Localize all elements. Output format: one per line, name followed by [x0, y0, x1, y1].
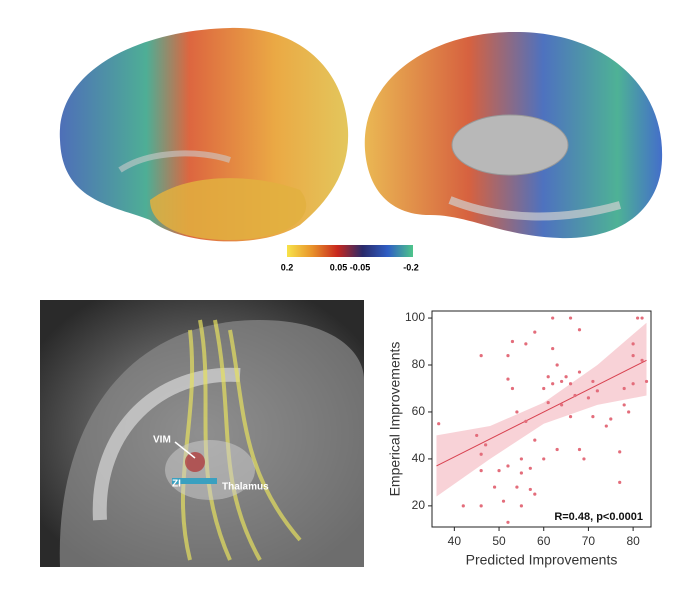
point [622, 403, 626, 407]
point [484, 443, 488, 447]
point [618, 450, 622, 454]
y-tick-label: 20 [412, 498, 426, 512]
point [533, 438, 537, 442]
point [551, 382, 555, 386]
y-tick-label: 100 [405, 310, 425, 324]
lateral-brain [59, 27, 349, 242]
colorbar-label: 0.05 -0.05 [330, 262, 371, 272]
point [479, 452, 483, 456]
mri-panel [40, 300, 364, 567]
plot-frame [431, 310, 652, 528]
point [586, 396, 591, 400]
point [519, 457, 523, 461]
point [631, 382, 635, 386]
point [546, 375, 550, 379]
point [501, 499, 506, 503]
y-tick-label: 40 [412, 451, 426, 465]
point [506, 464, 510, 468]
x-tick-label: 50 [492, 534, 506, 548]
point [533, 330, 537, 334]
point [573, 393, 577, 398]
medial-brain [364, 31, 663, 239]
point [595, 389, 599, 393]
point [542, 386, 546, 391]
x-tick-label: 40 [448, 534, 462, 548]
point [635, 316, 640, 320]
point [568, 316, 573, 320]
point [560, 379, 564, 384]
point [622, 386, 626, 391]
fit-line [436, 359, 647, 467]
point [524, 419, 528, 423]
point [577, 447, 582, 452]
point [515, 485, 519, 489]
point [551, 346, 555, 351]
point [618, 480, 622, 484]
point [528, 487, 532, 492]
point [564, 375, 568, 379]
point [568, 415, 573, 419]
point [604, 424, 608, 428]
point [461, 504, 465, 508]
point [546, 400, 550, 405]
x-axis-label: Predicted Improvements [466, 552, 618, 568]
point [497, 469, 501, 473]
point [492, 485, 497, 489]
x-tick-label: 60 [537, 534, 551, 548]
point [479, 469, 483, 473]
point [506, 520, 510, 524]
point [475, 433, 479, 438]
point [551, 316, 555, 320]
point [533, 492, 537, 496]
point [568, 382, 573, 386]
point [437, 422, 441, 426]
x-tick-label: 80 [626, 534, 640, 548]
confidence-band [436, 322, 647, 497]
point [591, 415, 595, 419]
colorbar-label: 0.2 [281, 262, 294, 272]
x-tick-label: 70 [582, 534, 596, 548]
y-tick-label: 80 [412, 357, 426, 371]
point [479, 504, 483, 508]
colorbar-label: -0.2 [403, 262, 419, 272]
point [506, 354, 510, 358]
point [542, 457, 546, 461]
point [555, 447, 559, 452]
point [631, 354, 635, 358]
point [631, 342, 635, 346]
point [528, 466, 532, 470]
point [577, 328, 582, 332]
point [577, 370, 582, 374]
point [640, 316, 644, 320]
point [519, 471, 523, 475]
point [524, 342, 528, 346]
point [609, 417, 613, 421]
mri-label: Thalamus [222, 482, 269, 493]
y-axis-label: Emperical Improvements [387, 342, 403, 497]
point [582, 457, 586, 461]
mri-label: VIM [153, 435, 171, 446]
annotation: R=0.48, p<0.0001 [554, 511, 643, 523]
point [560, 403, 564, 407]
point [591, 379, 595, 384]
point [510, 339, 515, 344]
point [519, 504, 523, 508]
point [627, 410, 631, 414]
point [640, 358, 644, 362]
y-tick-label: 60 [412, 404, 426, 418]
point [506, 377, 510, 381]
point [555, 363, 559, 367]
colorbar [287, 245, 413, 257]
point [479, 354, 483, 358]
point [510, 386, 515, 391]
mri-label: ZI [172, 479, 181, 490]
point [644, 379, 649, 384]
point [515, 410, 519, 414]
